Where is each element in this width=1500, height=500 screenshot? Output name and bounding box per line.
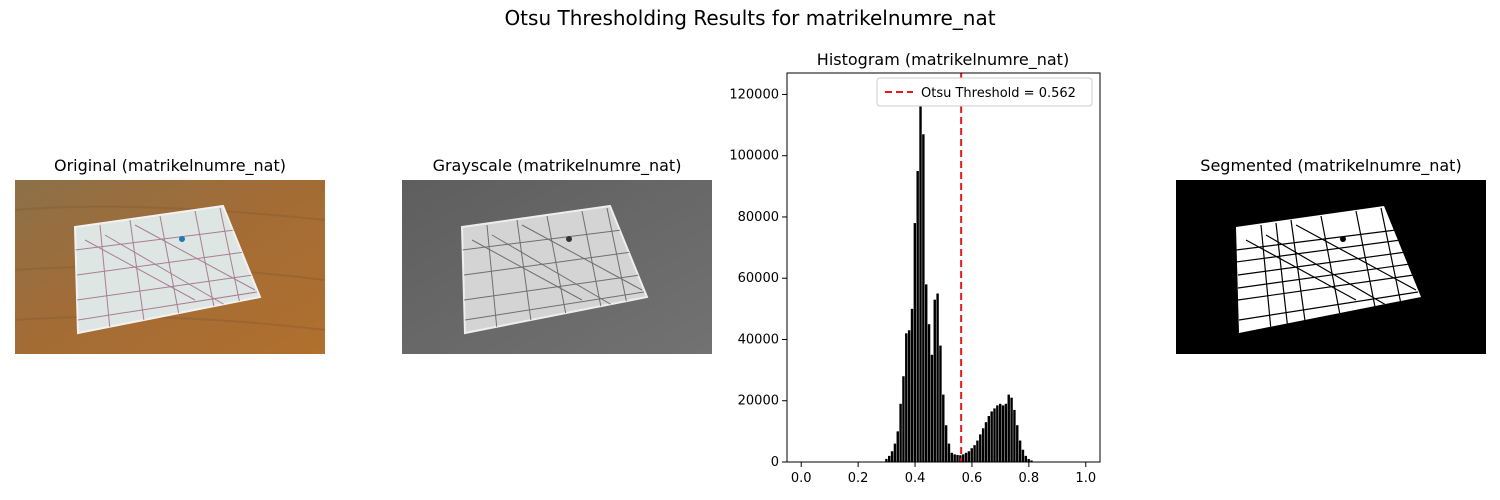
original-image xyxy=(15,180,325,354)
figure-suptitle: Otsu Thresholding Results for matrikelnu… xyxy=(504,6,996,30)
histogram-bar xyxy=(925,284,928,462)
histogram-bar xyxy=(1018,440,1022,462)
histogram-bar xyxy=(970,448,973,462)
y-tick-label: 100000 xyxy=(729,149,779,164)
histogram-bar xyxy=(1004,403,1008,462)
histogram-bar xyxy=(996,405,999,462)
legend: Otsu Threshold = 0.562 xyxy=(876,77,1093,107)
histogram-bar xyxy=(979,434,982,462)
segmented-panel-title: Segmented (matrikelnumre_nat) xyxy=(1200,156,1462,175)
histogram-bar xyxy=(953,454,956,462)
histogram-bar xyxy=(981,428,985,462)
histogram-bar xyxy=(927,324,931,462)
histogram-bar xyxy=(990,411,993,462)
histogram-bar xyxy=(944,425,948,462)
x-tick-label: 1.0 xyxy=(1075,471,1096,485)
histogram-bar xyxy=(905,333,908,462)
x-axis-ticks: 0.0 0.2 0.4 0.6 0.8 1.0 xyxy=(791,462,1096,485)
histogram-bar xyxy=(1013,409,1016,462)
histogram-bar xyxy=(961,454,965,462)
y-tick-label: 120000 xyxy=(729,87,779,102)
legend-box xyxy=(876,77,1093,107)
histogram-bar xyxy=(1027,458,1030,462)
histogram-bar xyxy=(890,451,894,462)
y-tick-label: 60000 xyxy=(738,271,779,286)
histogram-bar xyxy=(1001,405,1005,462)
histogram-bar xyxy=(913,223,917,462)
histogram-bar xyxy=(987,416,991,462)
grayscale-image xyxy=(402,180,712,354)
histogram-bar xyxy=(939,345,942,462)
histogram-bar xyxy=(967,451,971,462)
histogram-bar xyxy=(936,293,939,462)
histogram-bar xyxy=(885,458,888,462)
histogram-bar xyxy=(1030,460,1033,462)
histogram-bar xyxy=(902,376,905,462)
original-panel-title: Original (matrikelnumre_nat) xyxy=(53,156,286,175)
histogram-bar xyxy=(964,452,968,462)
x-tick-label: 0.0 xyxy=(791,471,812,485)
histogram-bar xyxy=(956,454,959,462)
histogram-bar xyxy=(922,134,925,463)
y-tick-label: 0 xyxy=(771,455,779,470)
histogram-bar xyxy=(973,445,976,462)
histogram-bar xyxy=(998,403,1002,462)
plot-frame xyxy=(786,72,1101,463)
histogram-title: Histogram (matrikelnumre_nat) xyxy=(817,50,1069,70)
histogram-bar xyxy=(899,403,902,462)
y-tick-label: 80000 xyxy=(738,210,779,225)
histogram-bar xyxy=(984,422,988,462)
x-tick-label: 0.6 xyxy=(962,471,983,485)
histogram-bar xyxy=(976,440,979,462)
histogram-bar xyxy=(1021,449,1025,462)
histogram-bar xyxy=(950,452,954,462)
y-tick-label: 40000 xyxy=(738,332,779,347)
histogram-bar xyxy=(1010,397,1013,462)
histogram-bar xyxy=(910,308,914,462)
histogram-bar xyxy=(947,443,951,462)
y-axis-ticks: 0 20000 40000 60000 80000 100000 120000 xyxy=(729,87,787,470)
histogram-bar xyxy=(907,330,911,462)
histogram-chart: Histogram (matrikelnumre_nat) 0.0 0.2 0.4 0… xyxy=(729,50,1101,485)
histogram-bar xyxy=(919,100,922,462)
segmented-image xyxy=(1176,180,1486,354)
histogram-bar xyxy=(896,431,899,462)
grayscale-panel-title: Grayscale (matrikelnumre_nat) xyxy=(432,156,682,175)
histogram-bar xyxy=(1007,394,1010,462)
histogram-bar xyxy=(933,299,936,462)
y-tick-label: 20000 xyxy=(738,394,779,409)
legend-label: Otsu Threshold = 0.562 xyxy=(921,86,1076,101)
histogram-bars xyxy=(885,100,1033,463)
histogram-bar xyxy=(942,394,945,462)
histogram-bar xyxy=(1016,425,1019,462)
histogram-bar xyxy=(893,443,897,462)
histogram-bar xyxy=(993,408,996,462)
x-tick-label: 0.8 xyxy=(1019,471,1040,485)
histogram-bar xyxy=(930,354,934,462)
histogram-bar xyxy=(888,455,891,462)
x-tick-label: 0.4 xyxy=(905,471,926,485)
histogram-bar xyxy=(1024,455,1028,462)
histogram-bar xyxy=(916,171,919,462)
x-tick-label: 0.2 xyxy=(848,471,869,485)
